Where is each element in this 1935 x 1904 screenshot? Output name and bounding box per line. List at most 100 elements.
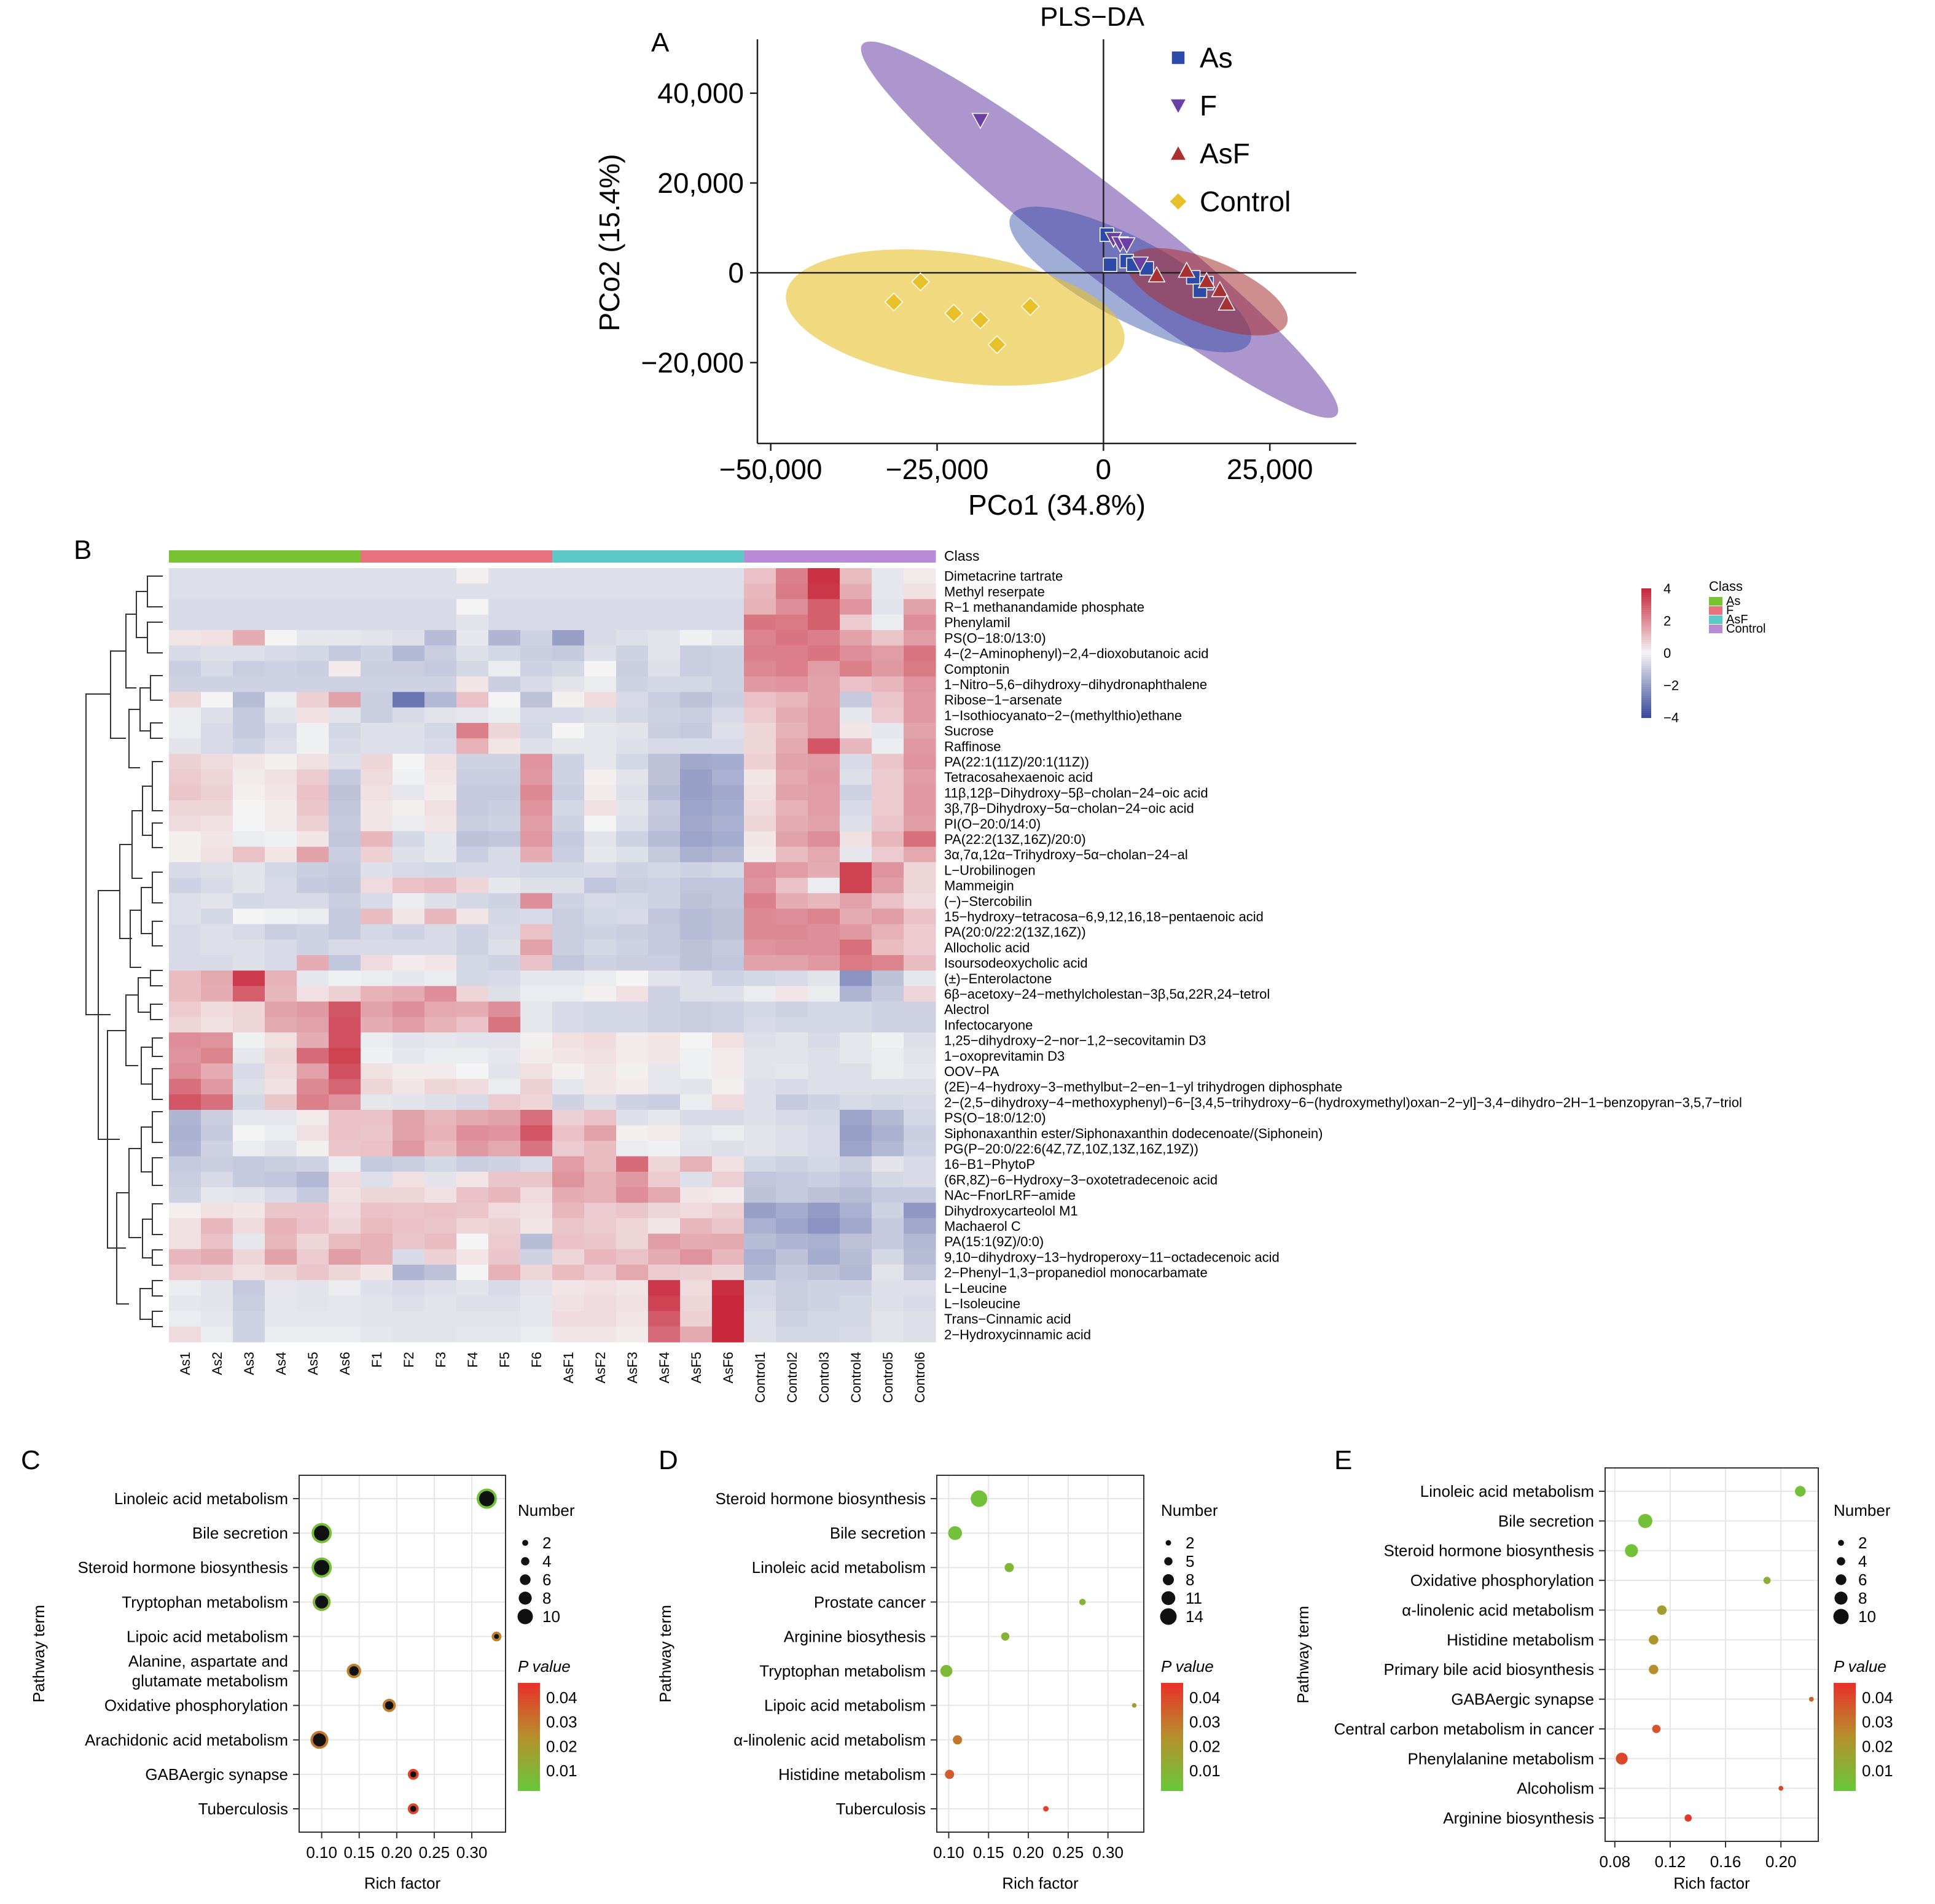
heatmap-cell	[424, 1141, 457, 1157]
heatmap-cell	[872, 862, 904, 878]
heatmap-cell	[488, 831, 521, 848]
heatmap-cell	[329, 1311, 361, 1327]
heatmap-cell	[904, 955, 936, 971]
p-value-scale-step	[518, 1750, 540, 1754]
heatmap-cell	[872, 846, 904, 863]
heatmap-cell	[872, 1063, 904, 1080]
heatmap-cell	[840, 614, 872, 631]
column-label: AsF3	[625, 1352, 640, 1383]
p-value-scale-step	[518, 1787, 540, 1791]
heatmap-cell	[488, 846, 521, 863]
heatmap-cell	[201, 862, 233, 878]
heatmap-cell	[904, 1156, 936, 1172]
heatmap-cell	[712, 692, 745, 708]
heatmap-cell	[584, 1311, 617, 1327]
heatmap-cell	[169, 692, 201, 708]
size-legend-dot	[1163, 1574, 1174, 1585]
heatmap-cell	[424, 769, 457, 786]
p-value-scale-step	[518, 1755, 540, 1759]
p-value-scale-step	[1161, 1717, 1183, 1722]
heatmap-cell	[265, 614, 297, 631]
data-point-f	[1131, 256, 1149, 273]
heatmap-cell	[552, 1110, 585, 1126]
heatmap-cell	[456, 846, 489, 863]
class-bar-cell	[584, 550, 617, 563]
heatmap-cell	[648, 1203, 681, 1219]
p-value-scale-step	[1161, 1699, 1183, 1703]
heatmap-cell	[840, 599, 872, 615]
heatmap-cell	[776, 1187, 808, 1203]
heatmap-cell	[233, 692, 265, 708]
heatmap-cell	[265, 862, 297, 878]
heatmap-cell	[712, 599, 745, 615]
row-label: PI(O−20:0/14:0)	[944, 816, 1041, 832]
heatmap-cell	[872, 784, 904, 801]
heatmap-cell	[744, 924, 776, 940]
heatmap-cell	[808, 754, 840, 770]
column-label: Control6	[912, 1352, 928, 1403]
heatmap-cell	[616, 1203, 649, 1219]
heatmap-cell	[616, 908, 649, 925]
dendrogram-branch	[147, 575, 163, 607]
row-label: PA(20:0/22:2(13Z,16Z))	[944, 924, 1086, 940]
heatmap-cell	[329, 878, 361, 894]
heatmap-cell	[424, 1156, 457, 1172]
heatmap-cell	[169, 986, 201, 1002]
pathway-dot	[953, 1735, 963, 1745]
heatmap-cell	[488, 1079, 521, 1095]
heatmap-cell	[680, 769, 713, 786]
p-value-scale-step	[1834, 1785, 1856, 1789]
p-value-scale-step	[1834, 1701, 1856, 1705]
heatmap-cell	[265, 1218, 297, 1235]
heatmap-cell	[456, 862, 489, 878]
heatmap-cell	[169, 1249, 201, 1265]
heatmap-cell	[744, 599, 776, 615]
heatmap-cell	[520, 661, 553, 677]
heatmap-cell	[456, 1032, 489, 1048]
heatmap-cell	[584, 1156, 617, 1172]
heatmap-cell	[552, 676, 585, 693]
heatmap-cell	[456, 893, 489, 909]
heatmap-cell	[680, 630, 713, 646]
heatmap-cell	[744, 707, 776, 724]
heatmap-cell	[201, 816, 233, 832]
heatmap-cell	[520, 614, 553, 631]
heatmap-cell	[361, 1048, 393, 1064]
heatmap-cell	[265, 1187, 297, 1203]
heatmap-cell	[744, 646, 776, 661]
pathway-dot	[314, 1525, 330, 1541]
heatmap-cell	[329, 1280, 361, 1296]
heatmap-cell	[648, 1016, 681, 1033]
heatmap-cell	[488, 1125, 521, 1141]
heatmap-cell	[584, 1110, 617, 1126]
p-value-scale-step	[518, 1691, 540, 1695]
heatmap-cell	[361, 924, 393, 940]
heatmap-cell	[712, 924, 745, 940]
heatmap-cell	[488, 878, 521, 894]
heatmap-cell	[488, 1249, 521, 1265]
heatmap-cell	[201, 955, 233, 971]
heatmap-cell	[169, 1016, 201, 1033]
heatmap-cell	[808, 970, 840, 986]
scale-step	[1641, 674, 1651, 677]
heatmap-cell	[297, 970, 329, 986]
heatmap-cell	[297, 986, 329, 1002]
heatmap-cell	[840, 707, 872, 724]
heatmap-cell	[424, 614, 457, 631]
p-value-scale-step	[518, 1763, 540, 1767]
heatmap-cell	[616, 1265, 649, 1281]
size-legend-label: 6	[1858, 1570, 1867, 1589]
heatmap-cell	[808, 630, 840, 646]
heatmap-cell	[680, 1032, 713, 1048]
column-label: As3	[241, 1352, 257, 1375]
heatmap-cell	[393, 1171, 425, 1188]
p-value-scale-step	[1834, 1747, 1856, 1751]
x-tick-label: −25,000	[886, 453, 989, 485]
heatmap-cell	[584, 1032, 617, 1048]
scale-step	[1641, 681, 1651, 684]
scale-tick-label: 2	[1663, 614, 1671, 629]
heatmap-cell	[744, 816, 776, 832]
heatmap-cell	[712, 986, 745, 1002]
